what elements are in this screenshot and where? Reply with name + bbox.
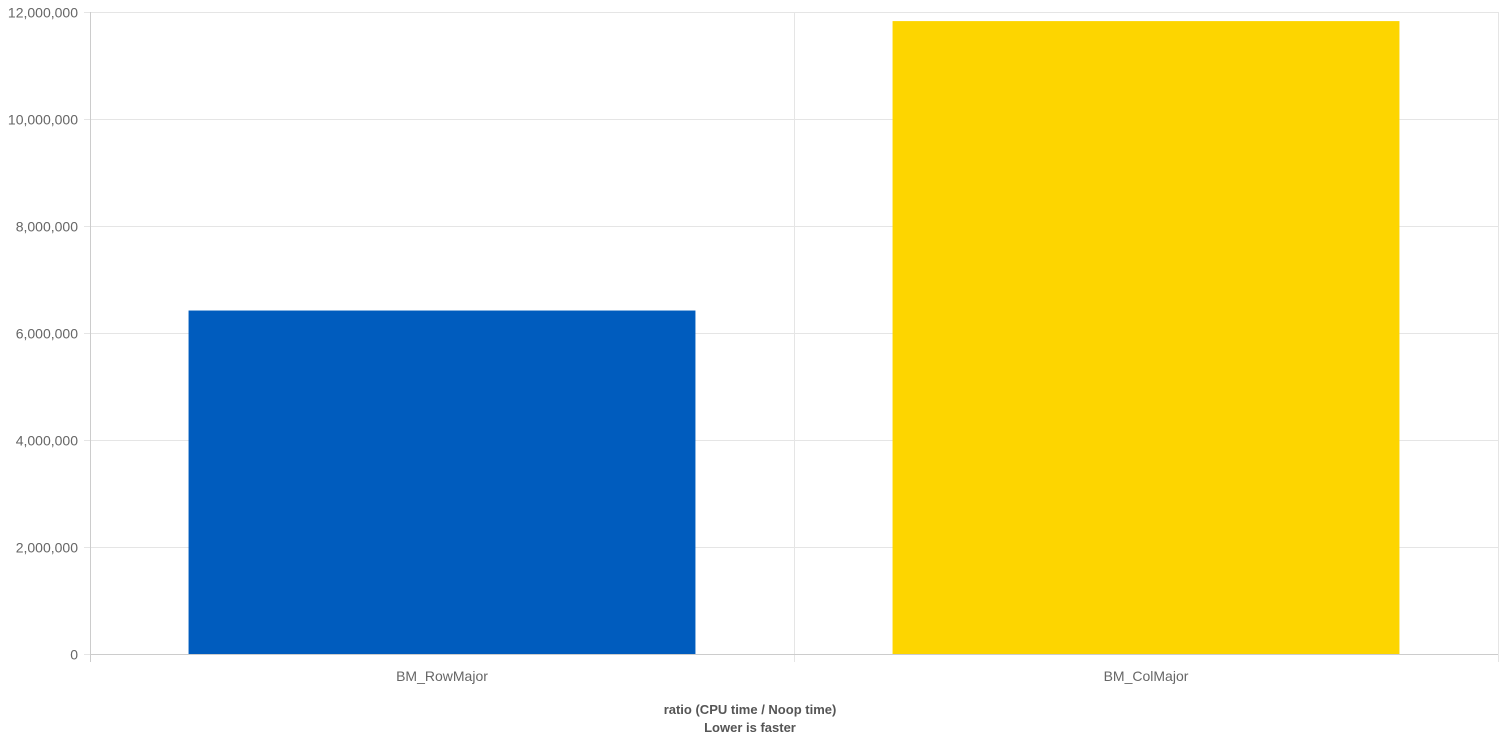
y-tick-label: 6,000,000 <box>16 326 78 342</box>
x-tick-labels: BM_RowMajor BM_ColMajor <box>396 668 1189 684</box>
y-tick-label: 10,000,000 <box>8 112 78 128</box>
y-tick-label: 2,000,000 <box>16 540 78 556</box>
bar-bm-rowmajor[interactable] <box>188 310 696 654</box>
x-axis-title: ratio (CPU time / Noop time) <box>664 702 837 717</box>
y-tick-label: 4,000,000 <box>16 433 78 449</box>
axis-layer <box>84 12 1498 662</box>
x-tick-label: BM_RowMajor <box>396 668 488 684</box>
y-tick-labels: 0 2,000,000 4,000,000 6,000,000 8,000,000 10,… <box>8 5 78 663</box>
y-tick-label: 8,000,000 <box>16 219 78 235</box>
y-tick-label: 12,000,000 <box>8 5 78 21</box>
y-tick-label: 0 <box>70 647 78 663</box>
x-tick-label: BM_ColMajor <box>1104 668 1189 684</box>
bar-layer <box>188 21 1400 655</box>
x-axis-subtitle: Lower is faster <box>704 720 796 735</box>
bar-bm-colmajor[interactable] <box>892 21 1400 655</box>
